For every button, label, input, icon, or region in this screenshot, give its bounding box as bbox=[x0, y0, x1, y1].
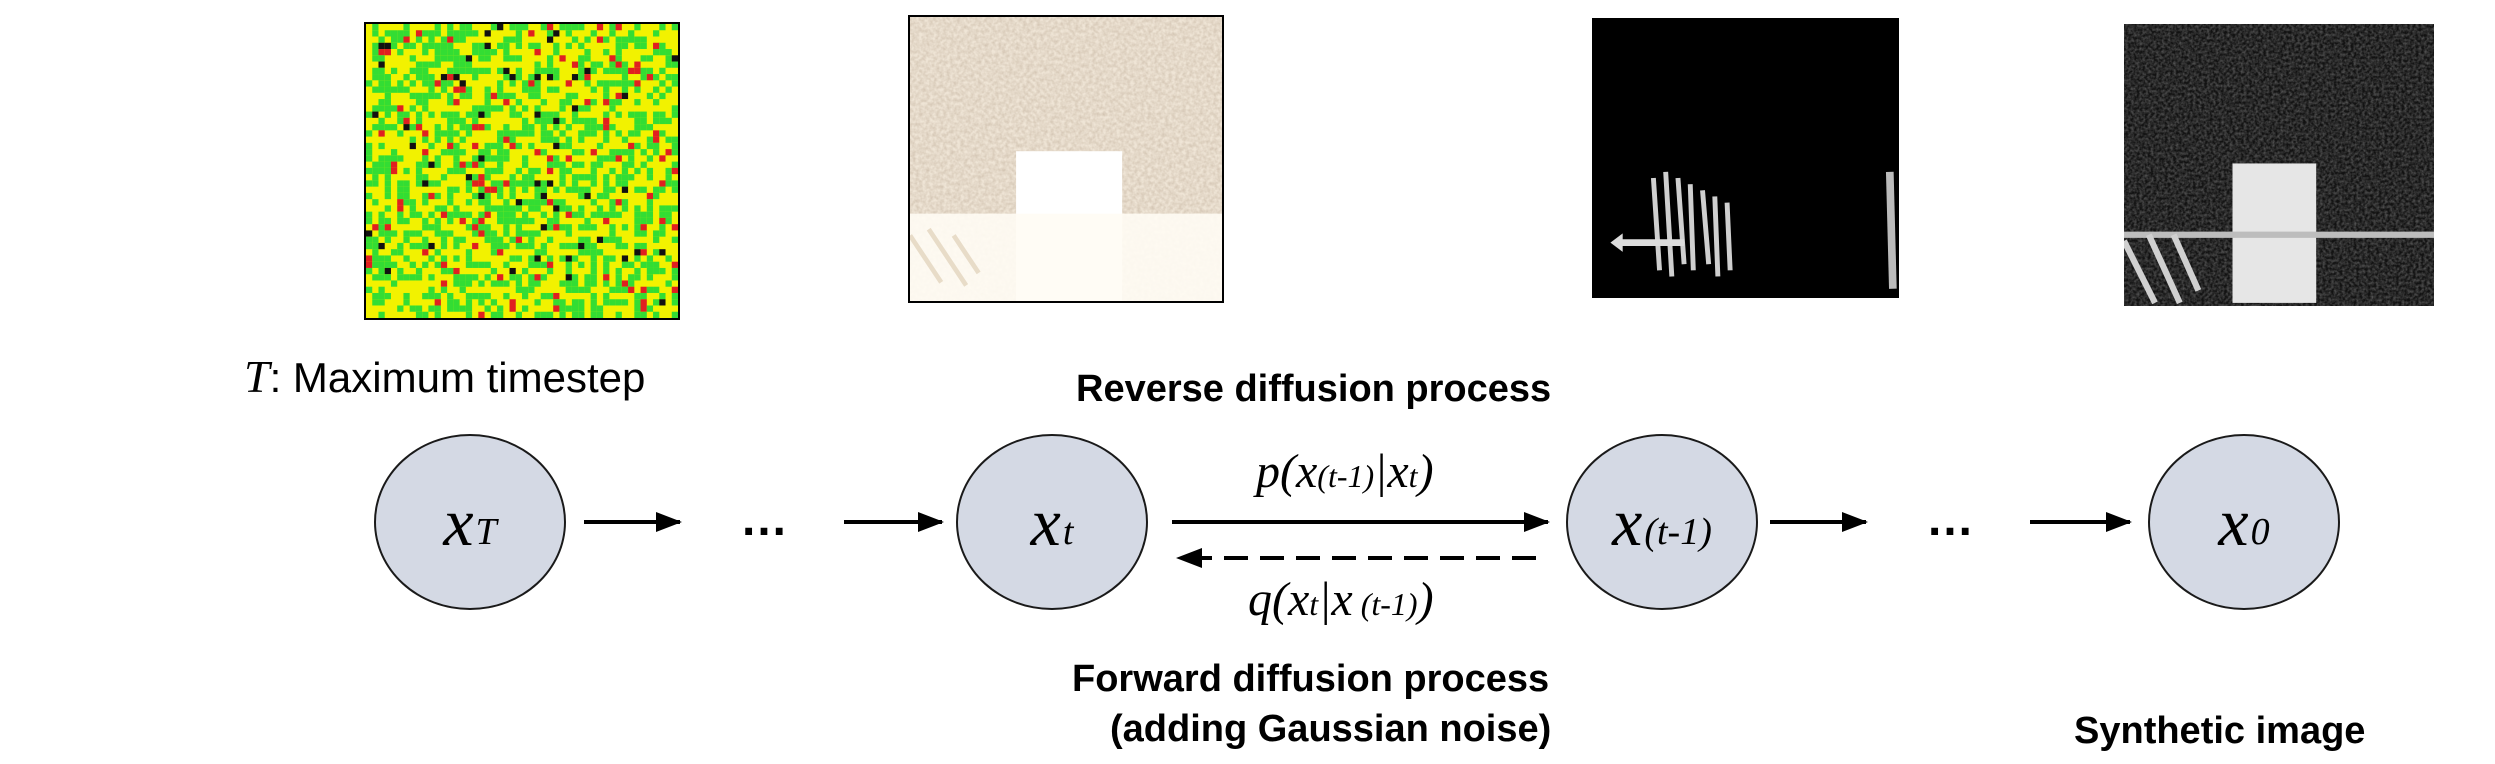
eq-sub-a: t bbox=[1309, 586, 1319, 622]
eq-bar: | bbox=[1374, 445, 1388, 498]
node-subscript: (t-1) bbox=[1644, 511, 1712, 553]
node-var: x bbox=[2218, 483, 2249, 560]
eq-fn: q bbox=[1248, 573, 1272, 626]
synthetic-image-label: Synthetic image bbox=[2074, 710, 2366, 752]
ellipsis-right: … bbox=[1926, 493, 1976, 546]
eq-var-b: x bbox=[1387, 445, 1409, 498]
eq-sub-b: (t-1) bbox=[1352, 586, 1418, 622]
eq-var-b: x bbox=[1331, 573, 1353, 626]
node-x-t-minus-1: x (t-1) bbox=[1566, 434, 1758, 610]
reverse-equation: p(x(t-1)|xt) bbox=[1256, 445, 1434, 498]
node-var: x bbox=[1612, 483, 1643, 560]
forward-process-sublabel: (adding Gaussian noise) bbox=[1110, 708, 1552, 750]
synthetic-image bbox=[2124, 24, 2434, 306]
timestep-symbol: T bbox=[244, 351, 270, 402]
eq-sub-a: (t-1) bbox=[1317, 458, 1375, 494]
pure-noise-image bbox=[364, 22, 680, 320]
forward-equation: q(xt|x (t-1)) bbox=[1248, 573, 1434, 626]
node-var: x bbox=[443, 483, 474, 560]
eq-bar: | bbox=[1318, 573, 1332, 626]
node-subscript: T bbox=[475, 511, 497, 553]
max-timestep-annotation: T: Maximum timestep bbox=[244, 350, 645, 403]
reverse-process-label: Reverse diffusion process bbox=[1076, 368, 1552, 410]
eq-fn: p bbox=[1256, 445, 1280, 498]
timestep-description: : Maximum timestep bbox=[269, 354, 646, 401]
node-subscript: t bbox=[1062, 511, 1074, 553]
node-var: x bbox=[1030, 483, 1061, 560]
partially-noised-image bbox=[908, 15, 1224, 303]
forward-process-label: Forward diffusion process bbox=[1072, 658, 1550, 700]
eq-var-a: x bbox=[1295, 445, 1318, 498]
denoising-step-image bbox=[1592, 18, 1899, 298]
eq-var-a: x bbox=[1287, 573, 1310, 626]
node-subscript: 0 bbox=[2250, 511, 2270, 553]
eq-sub-b: t bbox=[1408, 458, 1418, 494]
ellipsis-left: … bbox=[740, 493, 790, 546]
